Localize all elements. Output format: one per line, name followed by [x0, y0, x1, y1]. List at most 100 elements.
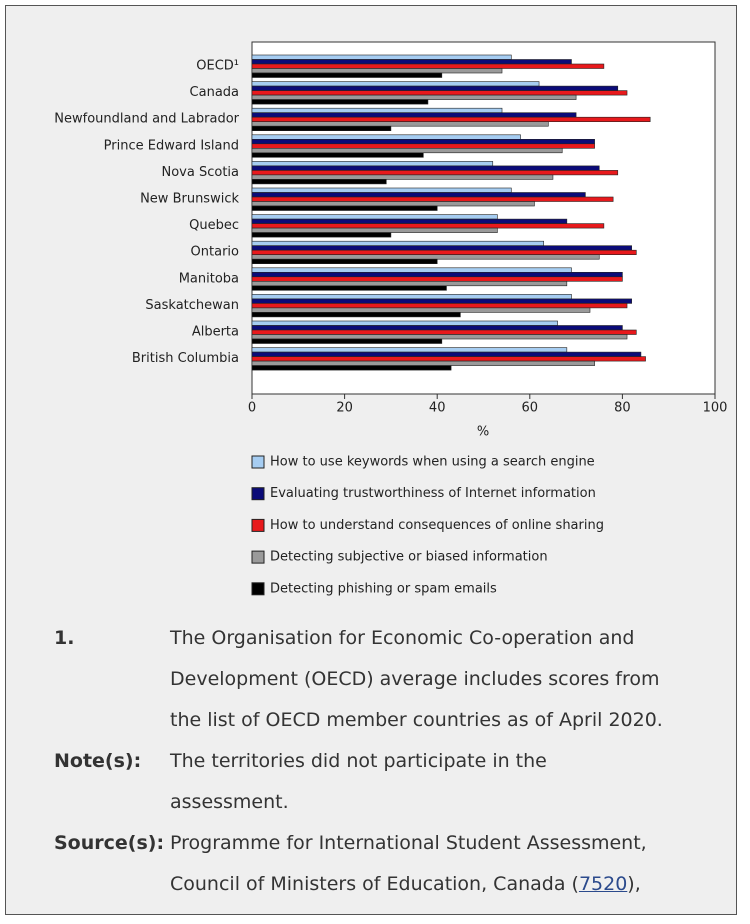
bar	[251, 223, 605, 229]
bar	[251, 258, 438, 264]
bar	[251, 152, 424, 158]
bar	[251, 99, 429, 105]
notes: 1. The Organisation for Economic Co-opera…	[54, 618, 714, 914]
y-tick-label: Quebec	[189, 218, 239, 233]
bar	[251, 338, 443, 344]
bar	[251, 307, 591, 313]
bar	[251, 232, 392, 238]
x-tick-label: 80	[614, 401, 631, 416]
y-tick-label: OECD¹	[196, 59, 239, 74]
bar	[251, 161, 494, 167]
bar	[251, 351, 642, 357]
footnote-label: 1.	[54, 627, 75, 649]
bar	[251, 325, 623, 331]
bar	[251, 134, 521, 140]
y-tick-label: Newfoundland and Labrador	[54, 112, 239, 127]
bar	[251, 170, 619, 176]
bar	[251, 107, 503, 113]
bar	[251, 298, 632, 304]
bar	[251, 139, 595, 145]
bar	[251, 121, 549, 127]
bar	[251, 254, 600, 260]
bar	[251, 267, 572, 273]
bar	[251, 312, 461, 318]
bar	[251, 116, 651, 122]
bar	[251, 125, 392, 131]
bar	[251, 334, 628, 340]
bar	[251, 329, 637, 335]
legend-label: How to understand consequences of online…	[270, 518, 604, 533]
x-tick-label: 60	[522, 401, 539, 416]
y-tick-label: Nova Scotia	[162, 165, 240, 180]
bar	[251, 245, 632, 251]
legend-swatch	[251, 455, 265, 469]
source-text-before: Programme for International Student Asse…	[170, 832, 647, 895]
bar	[251, 356, 646, 362]
footnote: 1. The Organisation for Economic Co-opera…	[54, 618, 714, 741]
bar	[251, 201, 535, 207]
bar	[251, 214, 498, 220]
bar	[251, 143, 595, 149]
bar	[251, 54, 512, 60]
legend-swatch	[251, 518, 265, 532]
bar	[251, 192, 586, 198]
note-text: The territories did not participate in t…	[170, 750, 547, 813]
bar	[251, 240, 544, 246]
source-label: Source(s):	[54, 832, 165, 854]
source-text: Programme for International Student Asse…	[170, 823, 670, 914]
bar	[251, 59, 572, 65]
bar	[251, 294, 572, 300]
legend-label: Evaluating trustworthiness of Internet i…	[270, 486, 596, 501]
x-tick-label: 100	[703, 401, 728, 416]
bar	[251, 81, 540, 87]
bar	[251, 187, 512, 193]
bar	[251, 303, 628, 309]
bar	[251, 347, 568, 353]
source-link[interactable]: 7520	[578, 873, 628, 895]
x-tick-label: 40	[429, 401, 446, 416]
bar	[251, 218, 568, 224]
bar	[251, 85, 619, 91]
bar	[251, 112, 577, 118]
chart: % 0 20 40 60 80 100 OECD¹ Canada Newfoundland an…	[54, 41, 728, 596]
bar	[251, 165, 600, 171]
footnote-text: The Organisation for Economic Co-operati…	[170, 627, 663, 731]
legend-swatch	[251, 487, 265, 501]
note-label: Note(s):	[54, 750, 142, 772]
y-tick-label: Prince Edward Island	[104, 138, 239, 153]
bar	[251, 320, 558, 326]
bar	[251, 148, 563, 154]
bar	[251, 227, 498, 233]
source-text-after: ), 2018.	[627, 873, 641, 895]
x-axis-label: %	[477, 425, 489, 440]
bar	[251, 280, 568, 287]
bar	[251, 72, 443, 78]
bar	[251, 249, 637, 255]
bar	[251, 276, 623, 282]
y-tick-label: Manitoba	[179, 271, 239, 286]
bar	[251, 205, 438, 211]
y-tick-label: Alberta	[192, 325, 239, 340]
bar	[251, 285, 447, 291]
bar	[251, 63, 605, 69]
legend-label: Detecting phishing or spam emails	[270, 581, 497, 596]
note: Note(s): The territories did not particip…	[54, 741, 714, 823]
x-tick-label: 0	[248, 401, 256, 416]
bar	[251, 196, 614, 202]
source: Source(s): Programme for International St…	[54, 823, 714, 914]
bar	[251, 271, 623, 278]
bar	[251, 94, 577, 100]
bar	[251, 360, 595, 366]
figure: % 0 20 40 60 80 100 OECD¹ Canada Newfoundland an…	[5, 5, 737, 915]
y-tick-label: New Brunswick	[140, 192, 239, 207]
y-tick-label: Ontario	[191, 245, 239, 260]
y-tick-label: Canada	[190, 85, 239, 100]
legend-label: How to use keywords when using a search …	[270, 455, 595, 470]
legend-label: Detecting subjective or biased informati…	[270, 550, 548, 565]
bar	[251, 174, 554, 180]
bar	[251, 90, 628, 96]
legend-swatch	[251, 550, 265, 564]
x-tick-label: 20	[336, 401, 353, 416]
y-tick-label: Saskatchewan	[145, 298, 239, 313]
bar	[251, 68, 503, 74]
